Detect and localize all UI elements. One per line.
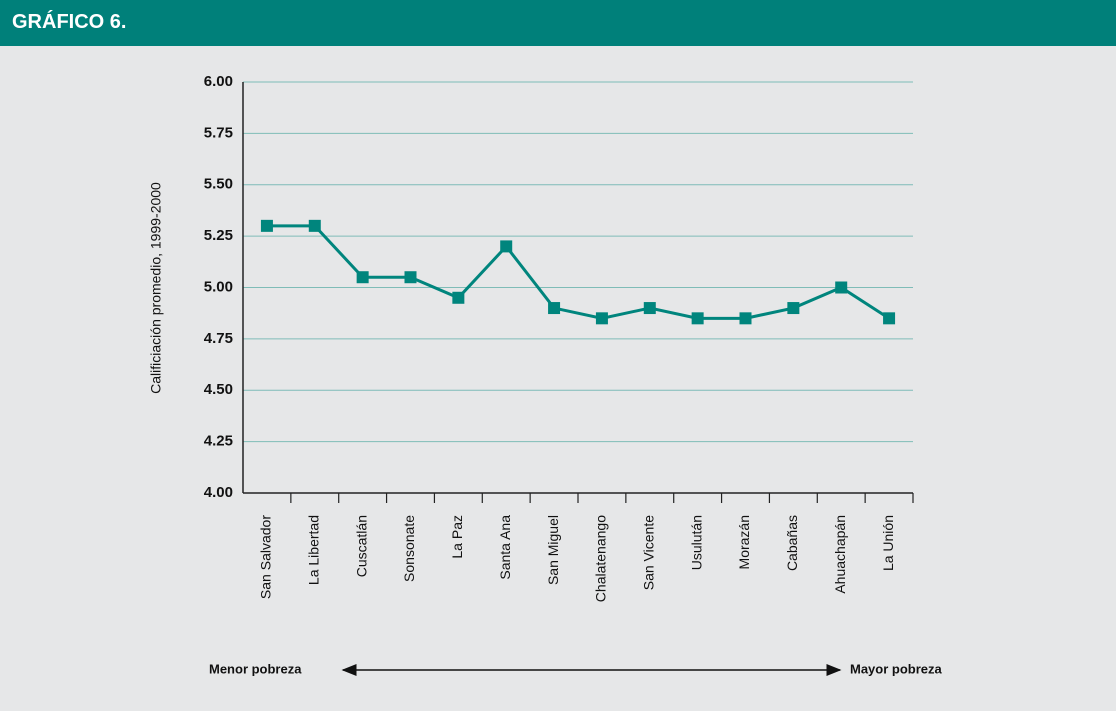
y-tick-label: 4.25 [204, 433, 233, 450]
header-title: GRÁFICO 6. [12, 11, 127, 33]
point-marker [739, 312, 752, 325]
x-tick-label: Cabañas [784, 515, 800, 571]
point-marker [835, 281, 848, 294]
point-marker [356, 271, 369, 284]
y-axis-label: Calificiación promedio, 1999-2000 [148, 182, 164, 394]
point-marker [595, 312, 608, 325]
x-tick-label: La Paz [449, 515, 465, 559]
x-tick-label: Cuscatlán [353, 515, 369, 577]
point-marker [500, 240, 513, 253]
y-tick-label: 5.25 [204, 227, 233, 244]
point-marker [883, 312, 896, 325]
x-tick-label: Santa Ana [497, 515, 513, 580]
y-tick-label: 4.50 [204, 381, 233, 398]
y-tick-label: 5.75 [204, 124, 233, 141]
point-marker [452, 291, 465, 304]
y-tick-label: 6.00 [204, 73, 233, 90]
y-tick-label: 5.00 [204, 278, 233, 295]
x-tick-label: Chalatenango [593, 515, 609, 602]
point-marker [548, 302, 561, 315]
header-bar: GRÁFICO 6. [0, 0, 1116, 46]
x-tick-label: San Vicente [640, 515, 656, 590]
x-tick-label: Morazán [736, 515, 752, 569]
y-tick-label: 5.50 [204, 176, 233, 193]
x-tick-label: Ahuachapán [832, 515, 848, 594]
annotation-left: Menor pobreza [209, 661, 302, 676]
x-tick-label: Sonsonate [401, 515, 417, 582]
point-marker [643, 302, 656, 315]
x-tick-label: La Libertad [305, 515, 321, 585]
point-marker [260, 219, 273, 232]
x-tick-label: La Unión [880, 515, 896, 571]
point-marker [691, 312, 704, 325]
y-tick-label: 4.00 [204, 484, 233, 501]
series-line [266, 224, 890, 320]
point-marker [787, 302, 800, 315]
x-tick-label: San Miguel [545, 515, 561, 585]
point-marker [404, 271, 417, 284]
annotation-right: Mayor pobreza [850, 661, 943, 676]
point-marker [308, 219, 321, 232]
x-tick-label: San Salvador [258, 515, 274, 599]
y-tick-label: 4.75 [204, 330, 233, 347]
x-tick-label: Usulután [688, 515, 704, 570]
